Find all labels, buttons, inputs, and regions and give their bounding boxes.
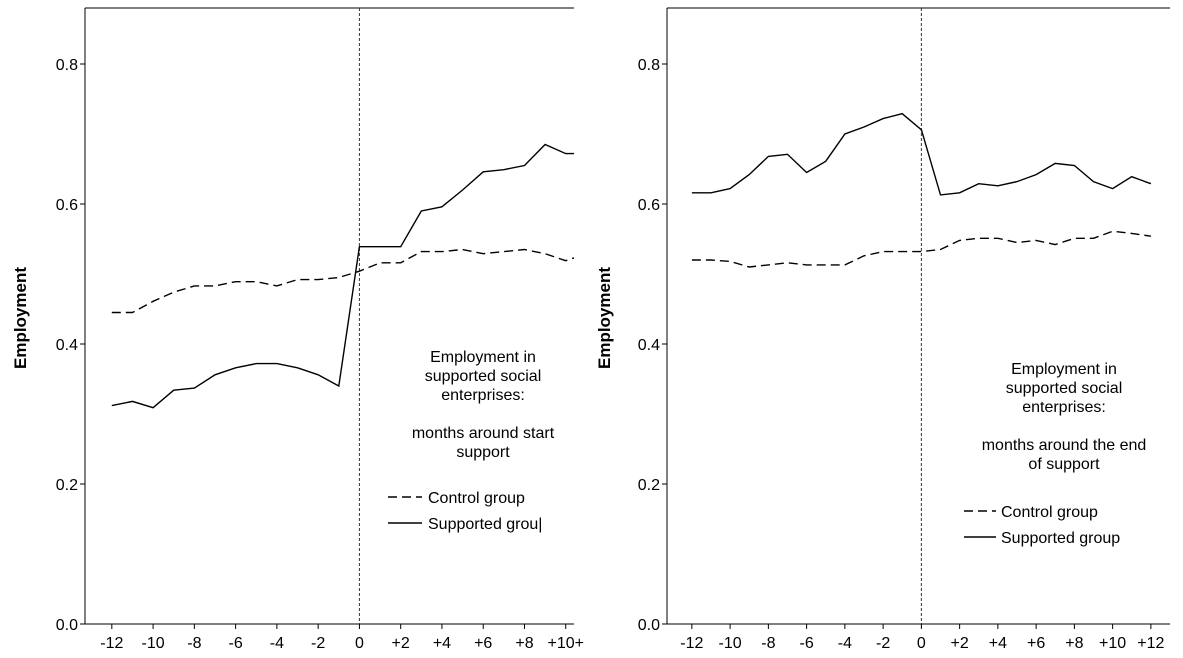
x-tick-label: 0 bbox=[355, 635, 364, 652]
series-line-control bbox=[691, 230, 1152, 268]
annotation-text: Employment in supported social enterprises… bbox=[412, 349, 555, 461]
annotation-line: months around the end bbox=[982, 437, 1147, 454]
annotation-line: of support bbox=[1028, 456, 1100, 473]
y-tick-label: 0.4 bbox=[638, 337, 660, 354]
x-tick-label: -10 bbox=[142, 635, 165, 652]
x-tick-label: -4 bbox=[270, 635, 284, 652]
x-tick-label: -2 bbox=[876, 635, 890, 652]
legend: Control group Supported grou| bbox=[388, 490, 542, 533]
annotation-line: enterprises: bbox=[441, 387, 525, 404]
x-tick-label: +6 bbox=[474, 635, 492, 652]
x-tick-label: +4 bbox=[989, 635, 1007, 652]
x-tick-label: -8 bbox=[761, 635, 775, 652]
x-tick-label: +2 bbox=[950, 635, 968, 652]
annotation-line: Employment in bbox=[1011, 361, 1117, 378]
y-tick-label: 0.8 bbox=[56, 57, 78, 74]
y-tick-label: 0.0 bbox=[56, 617, 78, 634]
x-tick-label: -12 bbox=[100, 635, 123, 652]
x-tick-label: -8 bbox=[187, 635, 201, 652]
annotation-line: enterprises: bbox=[1022, 399, 1106, 416]
legend-label: Supported group bbox=[1001, 530, 1120, 547]
y-axis-title: Employment bbox=[11, 267, 30, 369]
annotation-line: supported social bbox=[1006, 380, 1123, 397]
chart-left-panel: Employment Employment in supported social… bbox=[11, 7, 584, 652]
x-tick-label: +10+ bbox=[548, 635, 584, 652]
annotation-line: supported social bbox=[425, 368, 542, 385]
x-tick-label: +4 bbox=[433, 635, 451, 652]
x-tick-label: +6 bbox=[1027, 635, 1045, 652]
annotation-text: Employment in supported social enterprises… bbox=[982, 361, 1147, 473]
x-tick-label: +2 bbox=[392, 635, 410, 652]
x-tick-label: -10 bbox=[719, 635, 742, 652]
annotation-line: months around start bbox=[412, 425, 555, 442]
y-tick-label: 0.2 bbox=[638, 477, 660, 494]
legend-label: Supported grou| bbox=[428, 516, 542, 533]
chart-right-panel: Employment Employment in supported social… bbox=[595, 7, 1170, 652]
legend-label: Control group bbox=[1001, 504, 1098, 521]
series-line-control bbox=[111, 248, 574, 314]
series-line-supported bbox=[691, 112, 1152, 196]
y-tick-label: 0.4 bbox=[56, 337, 78, 354]
annotation-line: Employment in bbox=[430, 349, 536, 366]
x-tick-label: 0 bbox=[917, 635, 926, 652]
y-axis-title: Employment bbox=[595, 267, 614, 369]
y-tick-label: 0.8 bbox=[638, 57, 660, 74]
y-tick-label: 0.2 bbox=[56, 477, 78, 494]
x-tick-label: -2 bbox=[311, 635, 325, 652]
y-tick-label: 0.6 bbox=[638, 197, 660, 214]
legend: Control group Supported group bbox=[964, 504, 1120, 547]
x-tick-label: +8 bbox=[515, 635, 533, 652]
x-tick-label: -6 bbox=[229, 635, 243, 652]
x-tick-label: -6 bbox=[799, 635, 813, 652]
legend-label: Control group bbox=[428, 490, 525, 507]
annotation-line: support bbox=[456, 444, 510, 461]
series-line-supported bbox=[111, 143, 574, 409]
y-tick-label: 0.6 bbox=[56, 197, 78, 214]
y-tick-label: 0.0 bbox=[638, 617, 660, 634]
x-tick-label: +8 bbox=[1065, 635, 1083, 652]
x-tick-label: +10 bbox=[1099, 635, 1126, 652]
x-tick-label: -4 bbox=[838, 635, 852, 652]
x-tick-label: -12 bbox=[680, 635, 703, 652]
x-tick-label: +12 bbox=[1137, 635, 1164, 652]
